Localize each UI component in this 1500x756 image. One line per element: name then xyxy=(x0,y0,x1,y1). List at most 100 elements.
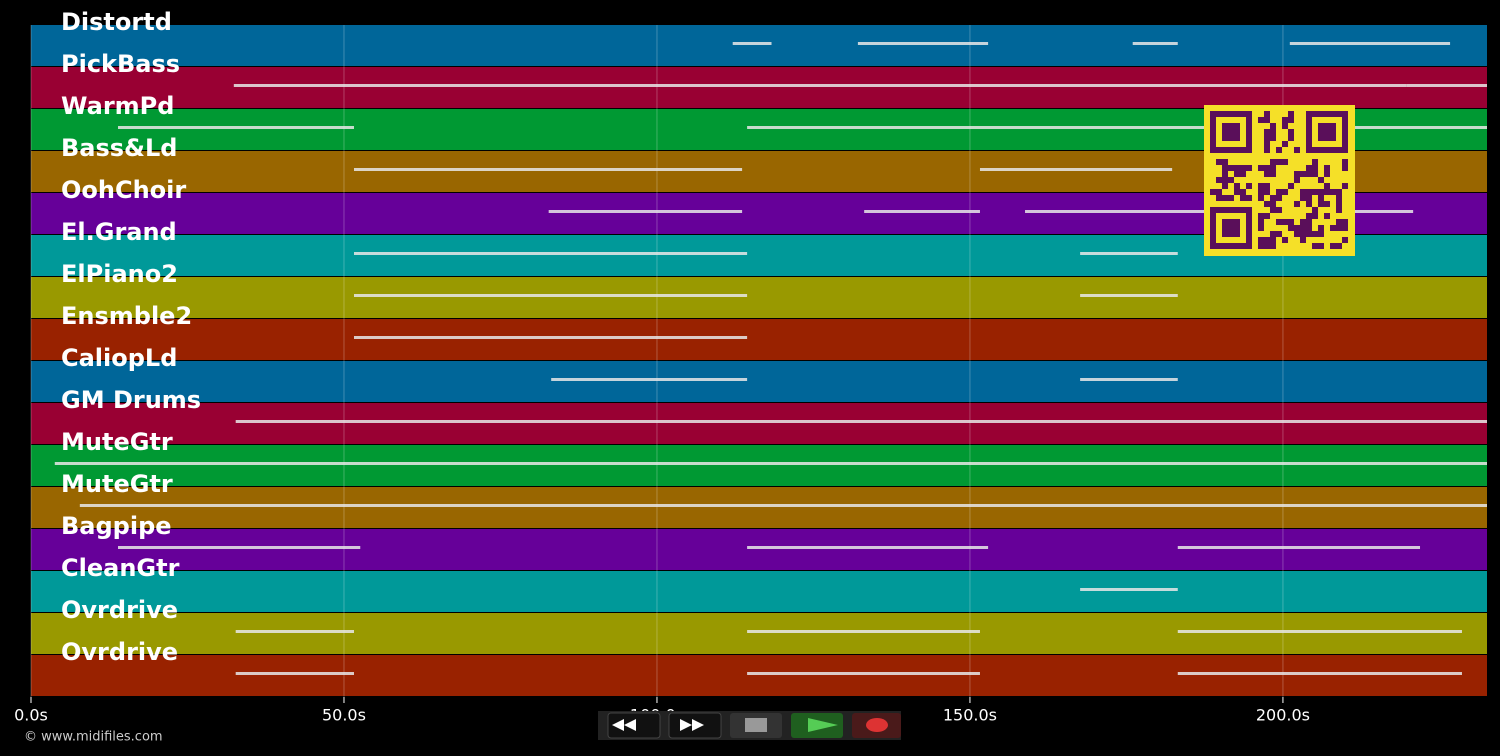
grid xyxy=(30,25,1284,697)
qr-cell xyxy=(1258,225,1264,231)
note-span xyxy=(1080,588,1178,591)
qr-cell xyxy=(1234,219,1240,225)
track-lane xyxy=(31,613,1487,654)
track-lane xyxy=(31,655,1487,696)
qr-cell xyxy=(1330,129,1336,135)
qr-cell xyxy=(1234,189,1240,195)
qr-cell xyxy=(1312,207,1318,213)
play-button[interactable] xyxy=(791,713,843,738)
qr-cell xyxy=(1216,147,1222,153)
stop-button[interactable] xyxy=(730,713,782,738)
qr-cell xyxy=(1336,219,1342,225)
note-span xyxy=(353,336,748,339)
qr-cell xyxy=(1306,201,1312,207)
qr-cell xyxy=(1234,243,1240,249)
note-span xyxy=(54,462,1488,465)
qr-cell xyxy=(1294,201,1300,207)
qr-cell xyxy=(1246,165,1252,171)
qr-cell xyxy=(1228,231,1234,237)
track-name: PickBass xyxy=(61,50,180,78)
qr-cell xyxy=(1288,117,1294,123)
qr-cell xyxy=(1258,219,1264,225)
qr-cell xyxy=(1282,117,1288,123)
qr-cell xyxy=(1318,243,1324,249)
qr-cell xyxy=(1300,231,1306,237)
track-name: Bass&Ld xyxy=(61,134,177,162)
qr-cell xyxy=(1264,189,1270,195)
qr-cell xyxy=(1270,171,1276,177)
qr-cell xyxy=(1342,183,1348,189)
qr-cell xyxy=(1246,135,1252,141)
note-span xyxy=(1406,84,1487,87)
note-span xyxy=(353,294,748,297)
qr-cell xyxy=(1342,135,1348,141)
qr-cell xyxy=(1246,231,1252,237)
qr-cell xyxy=(1240,171,1246,177)
track-name: Ovrdrive xyxy=(61,638,178,666)
qr-cell xyxy=(1306,213,1312,219)
track-name: MuteGtr xyxy=(61,428,173,456)
track-lane xyxy=(31,25,1487,66)
qr-cell xyxy=(1336,147,1342,153)
qr-cell xyxy=(1264,213,1270,219)
note-span xyxy=(118,546,361,549)
record-button[interactable] xyxy=(852,713,901,738)
qr-cell xyxy=(1318,147,1324,153)
qr-cell xyxy=(1264,183,1270,189)
qr-cell xyxy=(1288,129,1294,135)
qr-cell xyxy=(1270,207,1276,213)
qr-cell xyxy=(1240,147,1246,153)
note-span xyxy=(979,168,1173,171)
rewind-button[interactable] xyxy=(607,712,661,739)
qr-cell xyxy=(1288,111,1294,117)
qr-cell xyxy=(1210,117,1216,123)
qr-cell xyxy=(1216,195,1222,201)
qr-cell xyxy=(1222,111,1228,117)
qr-cell xyxy=(1336,195,1342,201)
track-name: ElPiano2 xyxy=(61,260,178,288)
qr-cell xyxy=(1270,129,1276,135)
qr-cell xyxy=(1306,129,1312,135)
qr-cell xyxy=(1246,207,1252,213)
qr-cell xyxy=(1312,171,1318,177)
qr-cell xyxy=(1312,189,1318,195)
qr-cell xyxy=(1342,141,1348,147)
note-span xyxy=(747,630,980,633)
qr-cell xyxy=(1324,123,1330,129)
qr-cell xyxy=(1318,201,1324,207)
qr-cell xyxy=(1318,225,1324,231)
qr-cell xyxy=(1210,147,1216,153)
qr-cell xyxy=(1264,111,1270,117)
qr-cell xyxy=(1216,207,1222,213)
qr-cell xyxy=(1258,195,1264,201)
note-span xyxy=(548,210,743,213)
qr-cell xyxy=(1318,195,1324,201)
qr-cell xyxy=(1246,237,1252,243)
track-name: WarmPd xyxy=(61,92,174,120)
qr-cell xyxy=(1342,117,1348,123)
qr-cell xyxy=(1234,129,1240,135)
qr-cell xyxy=(1336,207,1342,213)
qr-cell xyxy=(1246,195,1252,201)
note-span xyxy=(1177,672,1462,675)
qr-cell xyxy=(1246,225,1252,231)
note-span xyxy=(1080,252,1178,255)
track-lane xyxy=(31,277,1487,318)
qr-cell xyxy=(1276,147,1282,153)
qr-cell xyxy=(1300,237,1306,243)
qr-cell xyxy=(1210,111,1216,117)
qr-cell xyxy=(1330,123,1336,129)
qr-cell xyxy=(1330,225,1336,231)
qr-cell xyxy=(1264,243,1270,249)
qr-cell xyxy=(1342,219,1348,225)
qr-cell xyxy=(1306,225,1312,231)
qr-cell xyxy=(1306,117,1312,123)
qr-cell xyxy=(1282,141,1288,147)
qr-cell xyxy=(1264,117,1270,123)
fast-forward-button[interactable] xyxy=(668,712,722,739)
qr-cell xyxy=(1210,231,1216,237)
qr-cell xyxy=(1246,243,1252,249)
qr-cell xyxy=(1342,123,1348,129)
qr-cell xyxy=(1300,225,1306,231)
